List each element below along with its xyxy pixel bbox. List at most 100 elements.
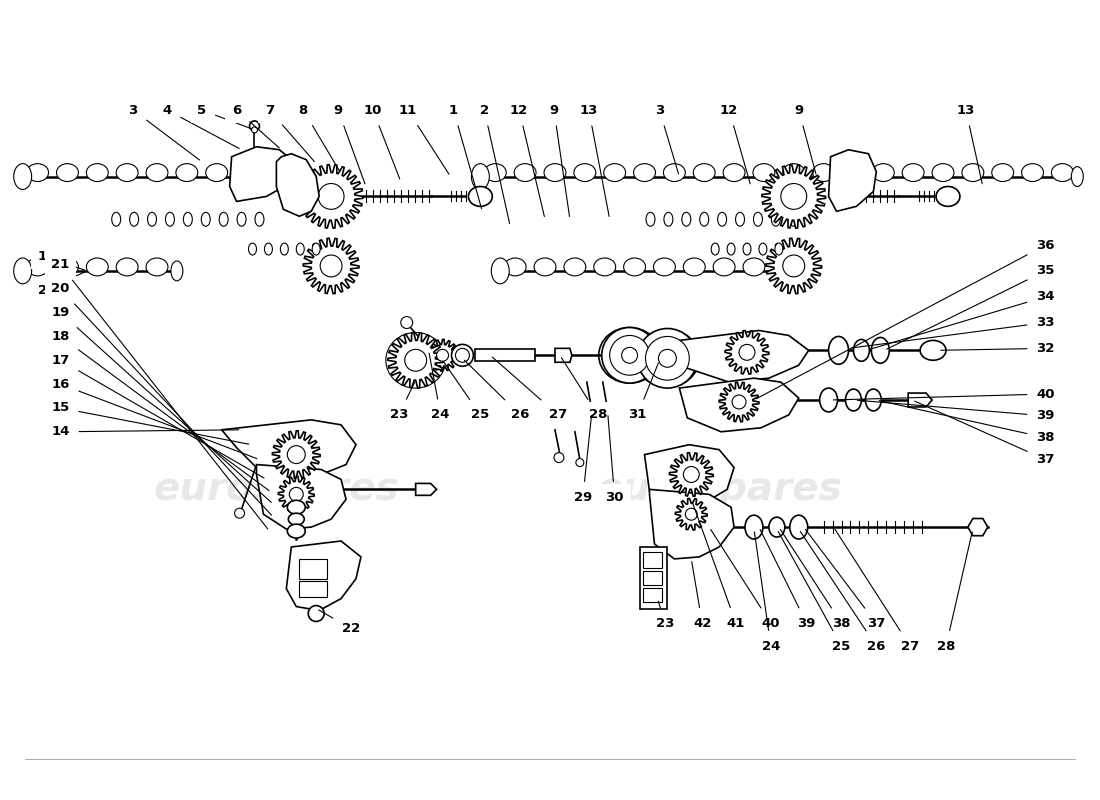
Ellipse shape (206, 164, 228, 182)
Ellipse shape (820, 388, 837, 412)
Text: 18: 18 (52, 330, 270, 490)
Ellipse shape (936, 186, 960, 206)
Ellipse shape (742, 258, 764, 276)
Circle shape (405, 350, 427, 371)
Text: 15: 15 (52, 402, 249, 444)
Polygon shape (675, 498, 707, 530)
Polygon shape (388, 333, 443, 388)
Ellipse shape (201, 212, 210, 226)
Circle shape (318, 183, 344, 210)
Ellipse shape (902, 164, 924, 182)
Circle shape (659, 350, 676, 367)
Circle shape (308, 606, 324, 622)
Text: 27: 27 (493, 357, 568, 422)
Circle shape (400, 317, 412, 329)
Polygon shape (222, 420, 356, 479)
Ellipse shape (1022, 164, 1044, 182)
Polygon shape (556, 348, 572, 362)
Ellipse shape (693, 164, 715, 182)
Text: 19: 19 (52, 306, 272, 502)
Ellipse shape (759, 243, 767, 255)
Text: 40: 40 (834, 387, 1055, 401)
Polygon shape (645, 445, 734, 507)
Circle shape (250, 121, 260, 131)
Ellipse shape (26, 164, 48, 182)
Ellipse shape (871, 338, 889, 363)
Ellipse shape (771, 212, 780, 226)
Ellipse shape (713, 258, 735, 276)
Text: 17: 17 (52, 354, 264, 478)
Ellipse shape (932, 164, 954, 182)
Ellipse shape (469, 186, 493, 206)
Circle shape (683, 466, 700, 482)
Polygon shape (670, 453, 713, 496)
Circle shape (602, 327, 658, 383)
Ellipse shape (754, 164, 774, 182)
Ellipse shape (769, 517, 784, 537)
Polygon shape (230, 146, 296, 202)
Text: 38: 38 (879, 401, 1055, 444)
Circle shape (739, 344, 755, 360)
Circle shape (437, 350, 449, 362)
Text: 2: 2 (480, 103, 509, 223)
Ellipse shape (504, 258, 526, 276)
Ellipse shape (866, 389, 881, 411)
Polygon shape (276, 154, 319, 216)
Ellipse shape (783, 164, 805, 182)
Text: 2: 2 (39, 272, 85, 298)
Polygon shape (278, 477, 315, 512)
Text: 5: 5 (197, 103, 252, 129)
Ellipse shape (594, 258, 616, 276)
Text: 6: 6 (232, 103, 279, 148)
Text: 37: 37 (805, 530, 886, 630)
Polygon shape (649, 490, 734, 559)
Ellipse shape (742, 243, 751, 255)
Ellipse shape (146, 164, 168, 182)
Polygon shape (256, 465, 346, 529)
Text: 42: 42 (692, 562, 712, 630)
Text: 11: 11 (398, 103, 449, 174)
Ellipse shape (87, 164, 108, 182)
Ellipse shape (176, 164, 198, 182)
Bar (299, 559, 327, 578)
Circle shape (234, 508, 244, 518)
Ellipse shape (664, 212, 673, 226)
Bar (642, 571, 662, 585)
Text: 12: 12 (720, 103, 750, 184)
Text: 12: 12 (510, 103, 544, 217)
Bar (642, 588, 662, 602)
Text: 9: 9 (333, 103, 365, 184)
Ellipse shape (717, 212, 727, 226)
Ellipse shape (723, 164, 745, 182)
Ellipse shape (604, 164, 626, 182)
Ellipse shape (813, 164, 835, 182)
Ellipse shape (56, 258, 78, 276)
Ellipse shape (663, 164, 685, 182)
Polygon shape (680, 330, 808, 382)
Ellipse shape (727, 243, 735, 255)
Ellipse shape (653, 258, 675, 276)
Ellipse shape (634, 164, 656, 182)
Polygon shape (416, 483, 437, 495)
Polygon shape (968, 518, 988, 536)
Polygon shape (719, 382, 759, 422)
Ellipse shape (774, 243, 783, 255)
Polygon shape (766, 238, 822, 294)
Circle shape (283, 195, 290, 203)
Text: 26: 26 (464, 360, 529, 422)
Ellipse shape (238, 212, 246, 226)
Ellipse shape (56, 164, 78, 182)
Ellipse shape (147, 212, 156, 226)
Text: 34: 34 (869, 290, 1055, 350)
Text: 32: 32 (940, 342, 1055, 355)
Ellipse shape (624, 258, 646, 276)
Polygon shape (725, 330, 769, 374)
Circle shape (603, 408, 613, 418)
Ellipse shape (117, 258, 139, 276)
Circle shape (621, 347, 638, 363)
Ellipse shape (682, 212, 691, 226)
Ellipse shape (636, 330, 700, 387)
Ellipse shape (130, 212, 139, 226)
Ellipse shape (783, 261, 795, 281)
Text: 10: 10 (364, 103, 399, 179)
